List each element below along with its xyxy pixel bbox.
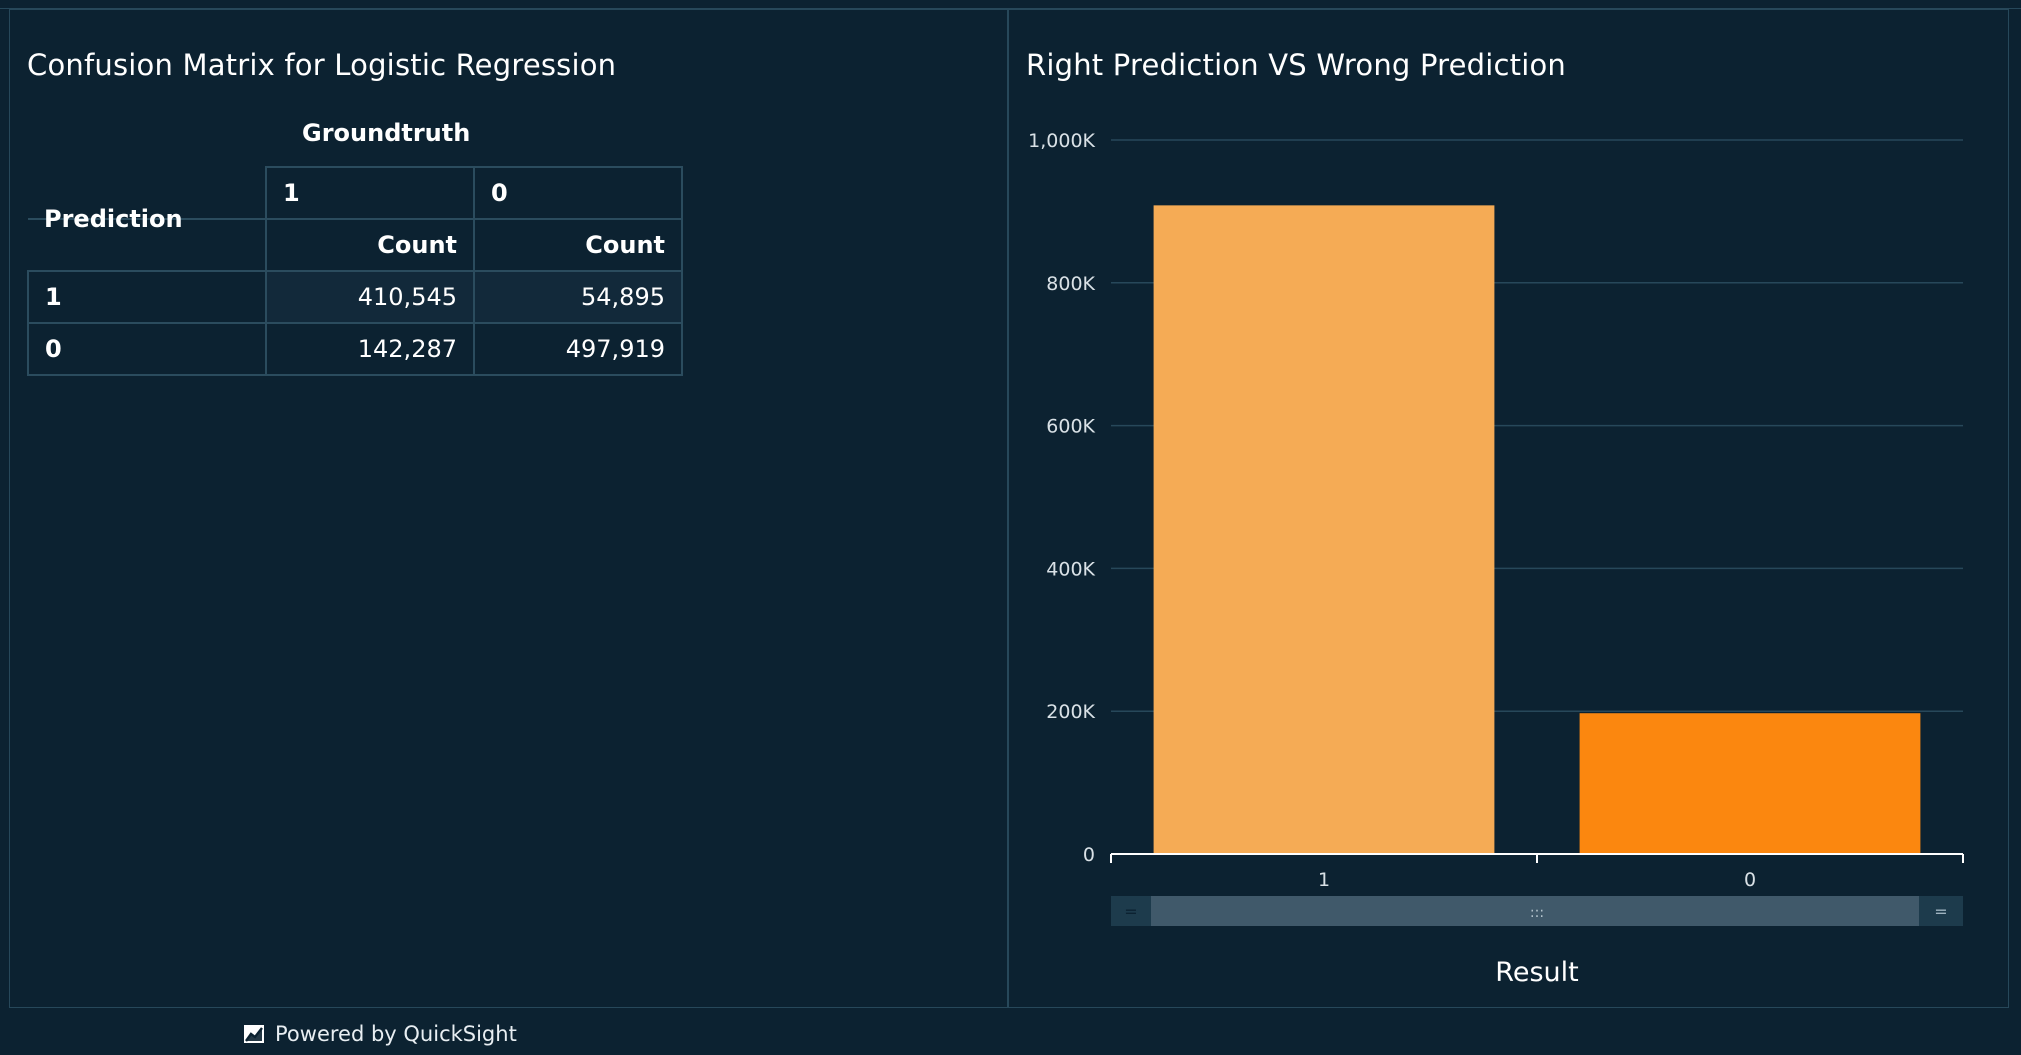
- cell-value[interactable]: 410,545: [265, 270, 475, 324]
- panel-title: Right Prediction VS Wrong Prediction: [1026, 48, 1567, 82]
- column-header-1[interactable]: 1: [265, 166, 475, 220]
- confusion-matrix-panel[interactable]: Confusion Matrix for Logistic Regression…: [9, 9, 1008, 1008]
- pivot-table: 1 0 Prediction Count Count 1 410,545 54,…: [27, 166, 683, 376]
- scrollbar-right-handle[interactable]: =: [1934, 902, 1947, 921]
- footer: Powered by QuickSight: [243, 1022, 517, 1046]
- scrollbar-thumb[interactable]: [1151, 896, 1919, 926]
- column-group-label: Groundtruth: [302, 119, 471, 147]
- bar-1[interactable]: [1153, 205, 1495, 855]
- panel-title: Confusion Matrix for Logistic Regression: [27, 48, 617, 82]
- quicksight-icon: [244, 1025, 264, 1043]
- y-tick-label: 600K: [1046, 416, 1095, 438]
- table-row: 0 142,287 497,919: [27, 322, 683, 376]
- row-header-0[interactable]: 0: [27, 322, 267, 376]
- x-tick-label: 0: [1744, 869, 1756, 891]
- row-header-1[interactable]: 1: [27, 270, 267, 324]
- measure-header-0[interactable]: Count: [473, 218, 683, 272]
- measure-header-1[interactable]: Count: [265, 218, 475, 272]
- column-header-0[interactable]: 0: [473, 166, 683, 220]
- powered-by-label: Powered by QuickSight: [275, 1022, 517, 1046]
- cell-value[interactable]: 497,919: [473, 322, 683, 376]
- x-axis-title: Result: [1495, 957, 1578, 988]
- top-rule: [0, 0, 2021, 9]
- bar-chart-panel[interactable]: Right Prediction VS Wrong Prediction 0 20…: [1008, 9, 2009, 1008]
- table-row: 1 410,545 54,895: [27, 270, 683, 324]
- y-tick-label: 200K: [1046, 701, 1095, 723]
- cell-value[interactable]: 142,287: [265, 322, 475, 376]
- row-field-label[interactable]: Prediction: [28, 193, 267, 246]
- y-tick-label: 400K: [1046, 558, 1095, 580]
- y-tick-label: 1,000K: [1028, 130, 1095, 152]
- x-tick-label: 1: [1318, 869, 1330, 891]
- y-tick-label: 0: [1083, 844, 1095, 866]
- y-tick-label: 800K: [1046, 273, 1095, 295]
- cell-value[interactable]: 54,895: [473, 270, 683, 324]
- scrollbar-left-handle[interactable]: =: [1124, 902, 1137, 921]
- scrollbar-grip: :::: [1530, 905, 1544, 921]
- bar-0[interactable]: [1579, 713, 1921, 854]
